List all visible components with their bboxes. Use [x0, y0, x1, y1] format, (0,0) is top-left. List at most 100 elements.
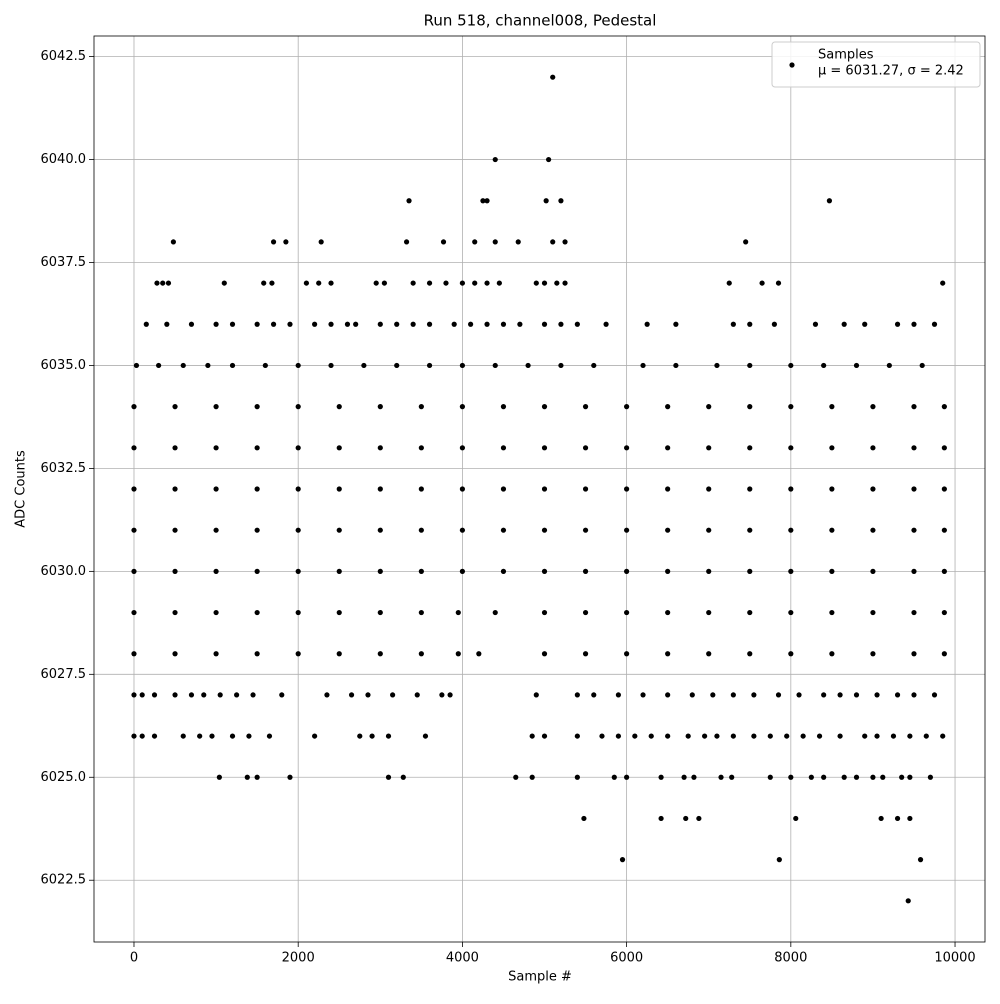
point: [899, 774, 905, 780]
point: [254, 774, 260, 780]
y-tick-label: 6035.0: [41, 358, 87, 373]
point: [829, 651, 835, 657]
point: [751, 733, 757, 739]
point: [665, 445, 671, 451]
point: [172, 486, 178, 492]
point: [706, 609, 712, 616]
point: [336, 527, 342, 533]
point: [480, 198, 486, 204]
point: [905, 898, 911, 904]
point: [730, 321, 736, 327]
point: [870, 568, 876, 574]
point: [747, 445, 753, 451]
point: [683, 815, 689, 822]
point: [853, 774, 860, 780]
point: [714, 733, 720, 739]
point: [131, 692, 137, 698]
point: [691, 774, 697, 780]
point: [702, 733, 708, 739]
point: [747, 527, 753, 533]
point: [406, 198, 412, 204]
point: [254, 609, 260, 616]
point: [747, 362, 753, 369]
point: [894, 321, 901, 327]
point: [172, 404, 178, 410]
point: [615, 692, 622, 698]
point: [788, 362, 794, 369]
point: [907, 815, 913, 822]
point: [730, 733, 736, 739]
point: [344, 321, 351, 327]
point: [385, 774, 392, 780]
point: [459, 445, 466, 451]
point: [619, 857, 626, 863]
point: [151, 733, 158, 739]
point: [911, 445, 917, 451]
point: [940, 733, 946, 739]
point: [558, 321, 564, 327]
point: [201, 692, 207, 698]
point: [295, 362, 301, 369]
point: [533, 692, 539, 698]
point: [213, 568, 219, 574]
point: [156, 362, 162, 369]
point: [439, 692, 445, 698]
point: [131, 568, 137, 574]
point: [870, 774, 876, 780]
point: [775, 280, 782, 286]
plot-frame: [93, 35, 986, 943]
point: [743, 239, 749, 245]
point: [658, 774, 664, 780]
point: [665, 692, 671, 698]
point: [328, 280, 334, 286]
point: [414, 692, 420, 698]
point: [706, 651, 712, 657]
point: [582, 486, 589, 492]
point: [829, 527, 835, 533]
point: [718, 774, 724, 780]
point: [603, 321, 609, 327]
point: [759, 280, 765, 286]
point: [131, 445, 137, 451]
point: [788, 609, 794, 616]
point: [426, 362, 433, 369]
point: [747, 321, 753, 327]
point: [788, 527, 794, 533]
point: [459, 527, 466, 533]
point: [459, 568, 466, 574]
point: [139, 692, 145, 698]
point: [689, 692, 695, 698]
point: [369, 733, 375, 739]
point: [541, 486, 548, 492]
point: [624, 609, 630, 616]
point: [250, 692, 256, 698]
point: [574, 733, 580, 739]
point: [316, 280, 322, 286]
point: [582, 404, 589, 410]
point: [574, 692, 580, 698]
point: [229, 362, 236, 369]
point: [151, 692, 158, 698]
point: [581, 815, 587, 822]
point: [422, 733, 429, 739]
point: [180, 362, 186, 369]
point: [931, 321, 938, 327]
point: [541, 445, 548, 451]
point: [685, 733, 691, 739]
point: [418, 527, 424, 533]
point: [172, 609, 178, 616]
x-tick-label: 4000: [446, 951, 479, 966]
point: [410, 321, 416, 327]
point: [554, 280, 560, 286]
point: [821, 774, 827, 780]
point: [443, 280, 449, 286]
y-tick-label: 6025.0: [41, 770, 87, 785]
point: [336, 486, 342, 492]
point: [418, 486, 424, 492]
point: [170, 239, 176, 245]
point: [394, 321, 400, 327]
x-tick-label: 2000: [282, 951, 315, 966]
point: [377, 527, 383, 533]
x-axis-label: Sample #: [508, 970, 572, 985]
